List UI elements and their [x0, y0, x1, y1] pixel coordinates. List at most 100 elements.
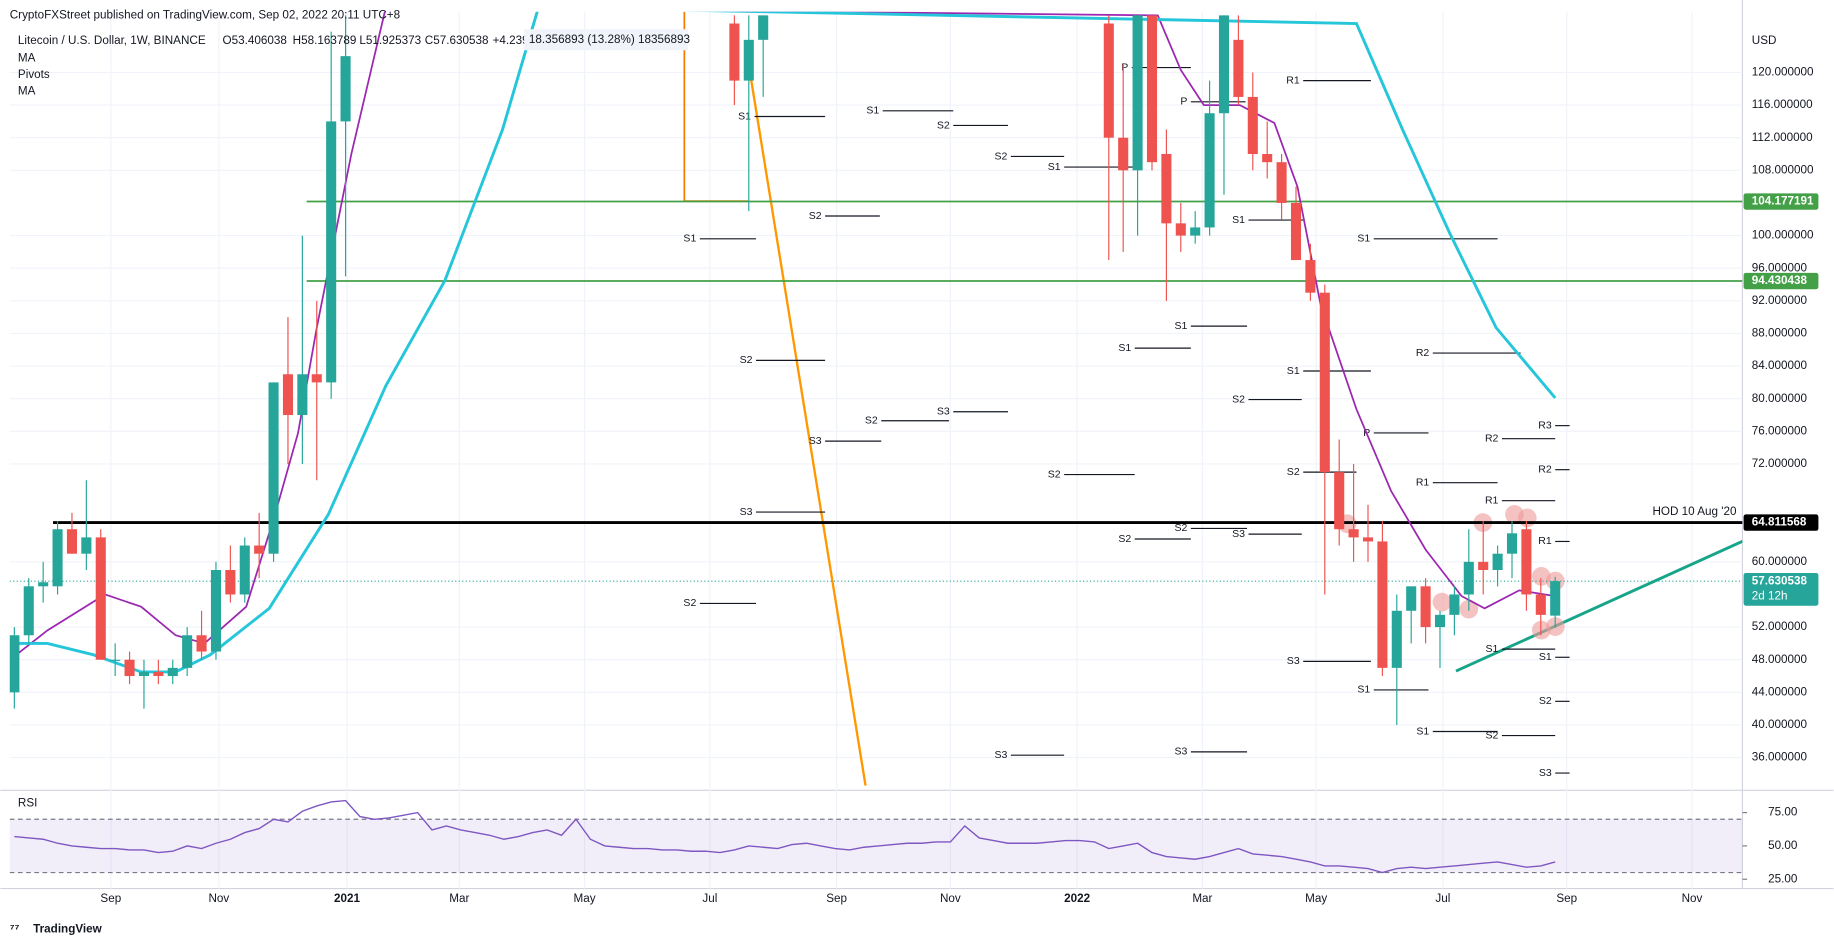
candle-body: [1262, 154, 1273, 163]
pivot-label: S1: [1486, 643, 1499, 655]
y-tick-label: 40.000000: [1752, 718, 1808, 731]
y-tick-label: 84.000000: [1752, 359, 1808, 372]
pivot-label: S2: [1539, 695, 1552, 707]
y-tick-label: 100.000000: [1752, 229, 1814, 242]
y-tick-label: 120.000000: [1752, 66, 1814, 79]
y-tick-label: 52.000000: [1752, 620, 1808, 633]
candle-body: [1132, 15, 1143, 171]
pivot-label: S1: [1174, 320, 1187, 332]
candle-body: [210, 570, 222, 652]
candle-body: [1319, 292, 1330, 473]
y-tick-label: 80.000000: [1752, 392, 1808, 405]
y-tick-label: 112.000000: [1752, 131, 1813, 144]
candle-body: [1175, 223, 1186, 236]
price-label: 94.430438: [1752, 274, 1808, 287]
candle-body: [311, 374, 322, 383]
candle-body: [196, 635, 207, 652]
price-label: 64.811568: [1752, 516, 1807, 529]
candle-body: [1276, 162, 1287, 203]
pivot-label: S2: [1287, 466, 1300, 478]
candle-body: [1478, 561, 1489, 571]
pivot-label: R2: [1485, 432, 1499, 444]
candle-body: [1391, 610, 1402, 668]
candle-body: [81, 537, 92, 554]
candle-body: [1233, 39, 1244, 97]
y-tick-label: 76.000000: [1752, 424, 1808, 437]
candle-body: [282, 374, 294, 416]
pivot-label: S2: [683, 597, 696, 609]
volume: 18.356893 (13.28%) 18356893: [529, 33, 690, 46]
candle-body: [1334, 472, 1345, 530]
candle-body: [1550, 581, 1561, 616]
y-tick-label: 92.000000: [1752, 294, 1808, 307]
candle-body: [182, 635, 193, 668]
pivot-label: S2: [1048, 468, 1061, 480]
indicator-label: Pivots: [18, 68, 50, 81]
indicator-label: MA: [18, 52, 36, 65]
candle-body: [1449, 594, 1460, 615]
pivot-label: S1: [1416, 725, 1429, 737]
pivot-label: S3: [740, 506, 753, 518]
pivot-label: S1: [1357, 684, 1370, 696]
candle-body: [38, 582, 49, 587]
candle-body: [1362, 537, 1374, 542]
candle-body: [268, 382, 279, 554]
x-tick-label: Sep: [1556, 892, 1577, 905]
ohlc-close: C57.630538: [425, 34, 489, 47]
candle-body: [9, 635, 20, 693]
y-tick-label: 88.000000: [1752, 327, 1808, 340]
candle-body: [1506, 533, 1518, 554]
pivot-label: S2: [937, 119, 950, 131]
price-label-box: [1743, 193, 1819, 210]
symbol: Litecoin / U.S. Dollar, 1W, BINANCE: [18, 34, 206, 47]
x-tick-label: Jul: [702, 892, 717, 905]
level-note: HOD 10 Aug '20: [1652, 505, 1737, 518]
pivot-label: S2: [865, 415, 878, 427]
candle-body: [254, 545, 265, 554]
moving-average: [9, 11, 1556, 661]
rsi-tick-label: 50.00: [1768, 839, 1798, 852]
y-tick-label: 60.000000: [1752, 555, 1808, 568]
pivot-label: S2: [994, 150, 1007, 162]
price-label-box: [1743, 514, 1819, 531]
pivot-label: R2: [1538, 463, 1552, 475]
price-label-box: [1743, 272, 1819, 290]
candle-body: [1290, 202, 1302, 261]
pivot-label: S3: [1287, 655, 1300, 667]
ohlc-open: O53.406038: [223, 34, 287, 47]
candle-body: [1103, 23, 1114, 138]
pivot-label: S3: [1539, 767, 1552, 779]
x-tick-label: Nov: [208, 892, 229, 905]
candle-body: [1204, 113, 1215, 228]
pivot-label: S3: [1174, 746, 1187, 758]
y-tick-label: 72.000000: [1752, 457, 1808, 470]
pivot-label: S2: [1174, 522, 1187, 534]
x-tick-label: Sep: [100, 892, 121, 905]
candle-body: [297, 374, 308, 416]
candle-body: [66, 529, 78, 554]
rsi-line: [14, 799, 1556, 874]
pivot-label: S2: [1118, 533, 1131, 545]
pivot-label: R1: [1416, 477, 1430, 489]
pivot-label: S3: [994, 749, 1007, 761]
pivot-label: S1: [1539, 651, 1552, 663]
y-tick-label: 36.000000: [1752, 751, 1808, 764]
candle-body: [239, 545, 250, 595]
ohlc-change: +4.239: [493, 34, 529, 47]
candle-body: [1348, 529, 1359, 538]
y-tick-label: 44.000000: [1752, 685, 1808, 698]
x-tick-label: May: [574, 892, 596, 905]
pivot-label: S1: [1232, 214, 1245, 226]
candle-body: [167, 667, 178, 677]
candle-body: [758, 15, 769, 40]
pivot-label: P: [1180, 96, 1187, 108]
x-tick-label: Nov: [940, 892, 961, 905]
pivot-label: R2: [1416, 347, 1430, 359]
candle-body: [95, 537, 106, 660]
candle-body: [1521, 529, 1532, 595]
candle-body: [1463, 561, 1474, 595]
pivot-label: S3: [1232, 528, 1245, 540]
candle-body: [1161, 154, 1172, 224]
candle-body: [138, 671, 150, 677]
